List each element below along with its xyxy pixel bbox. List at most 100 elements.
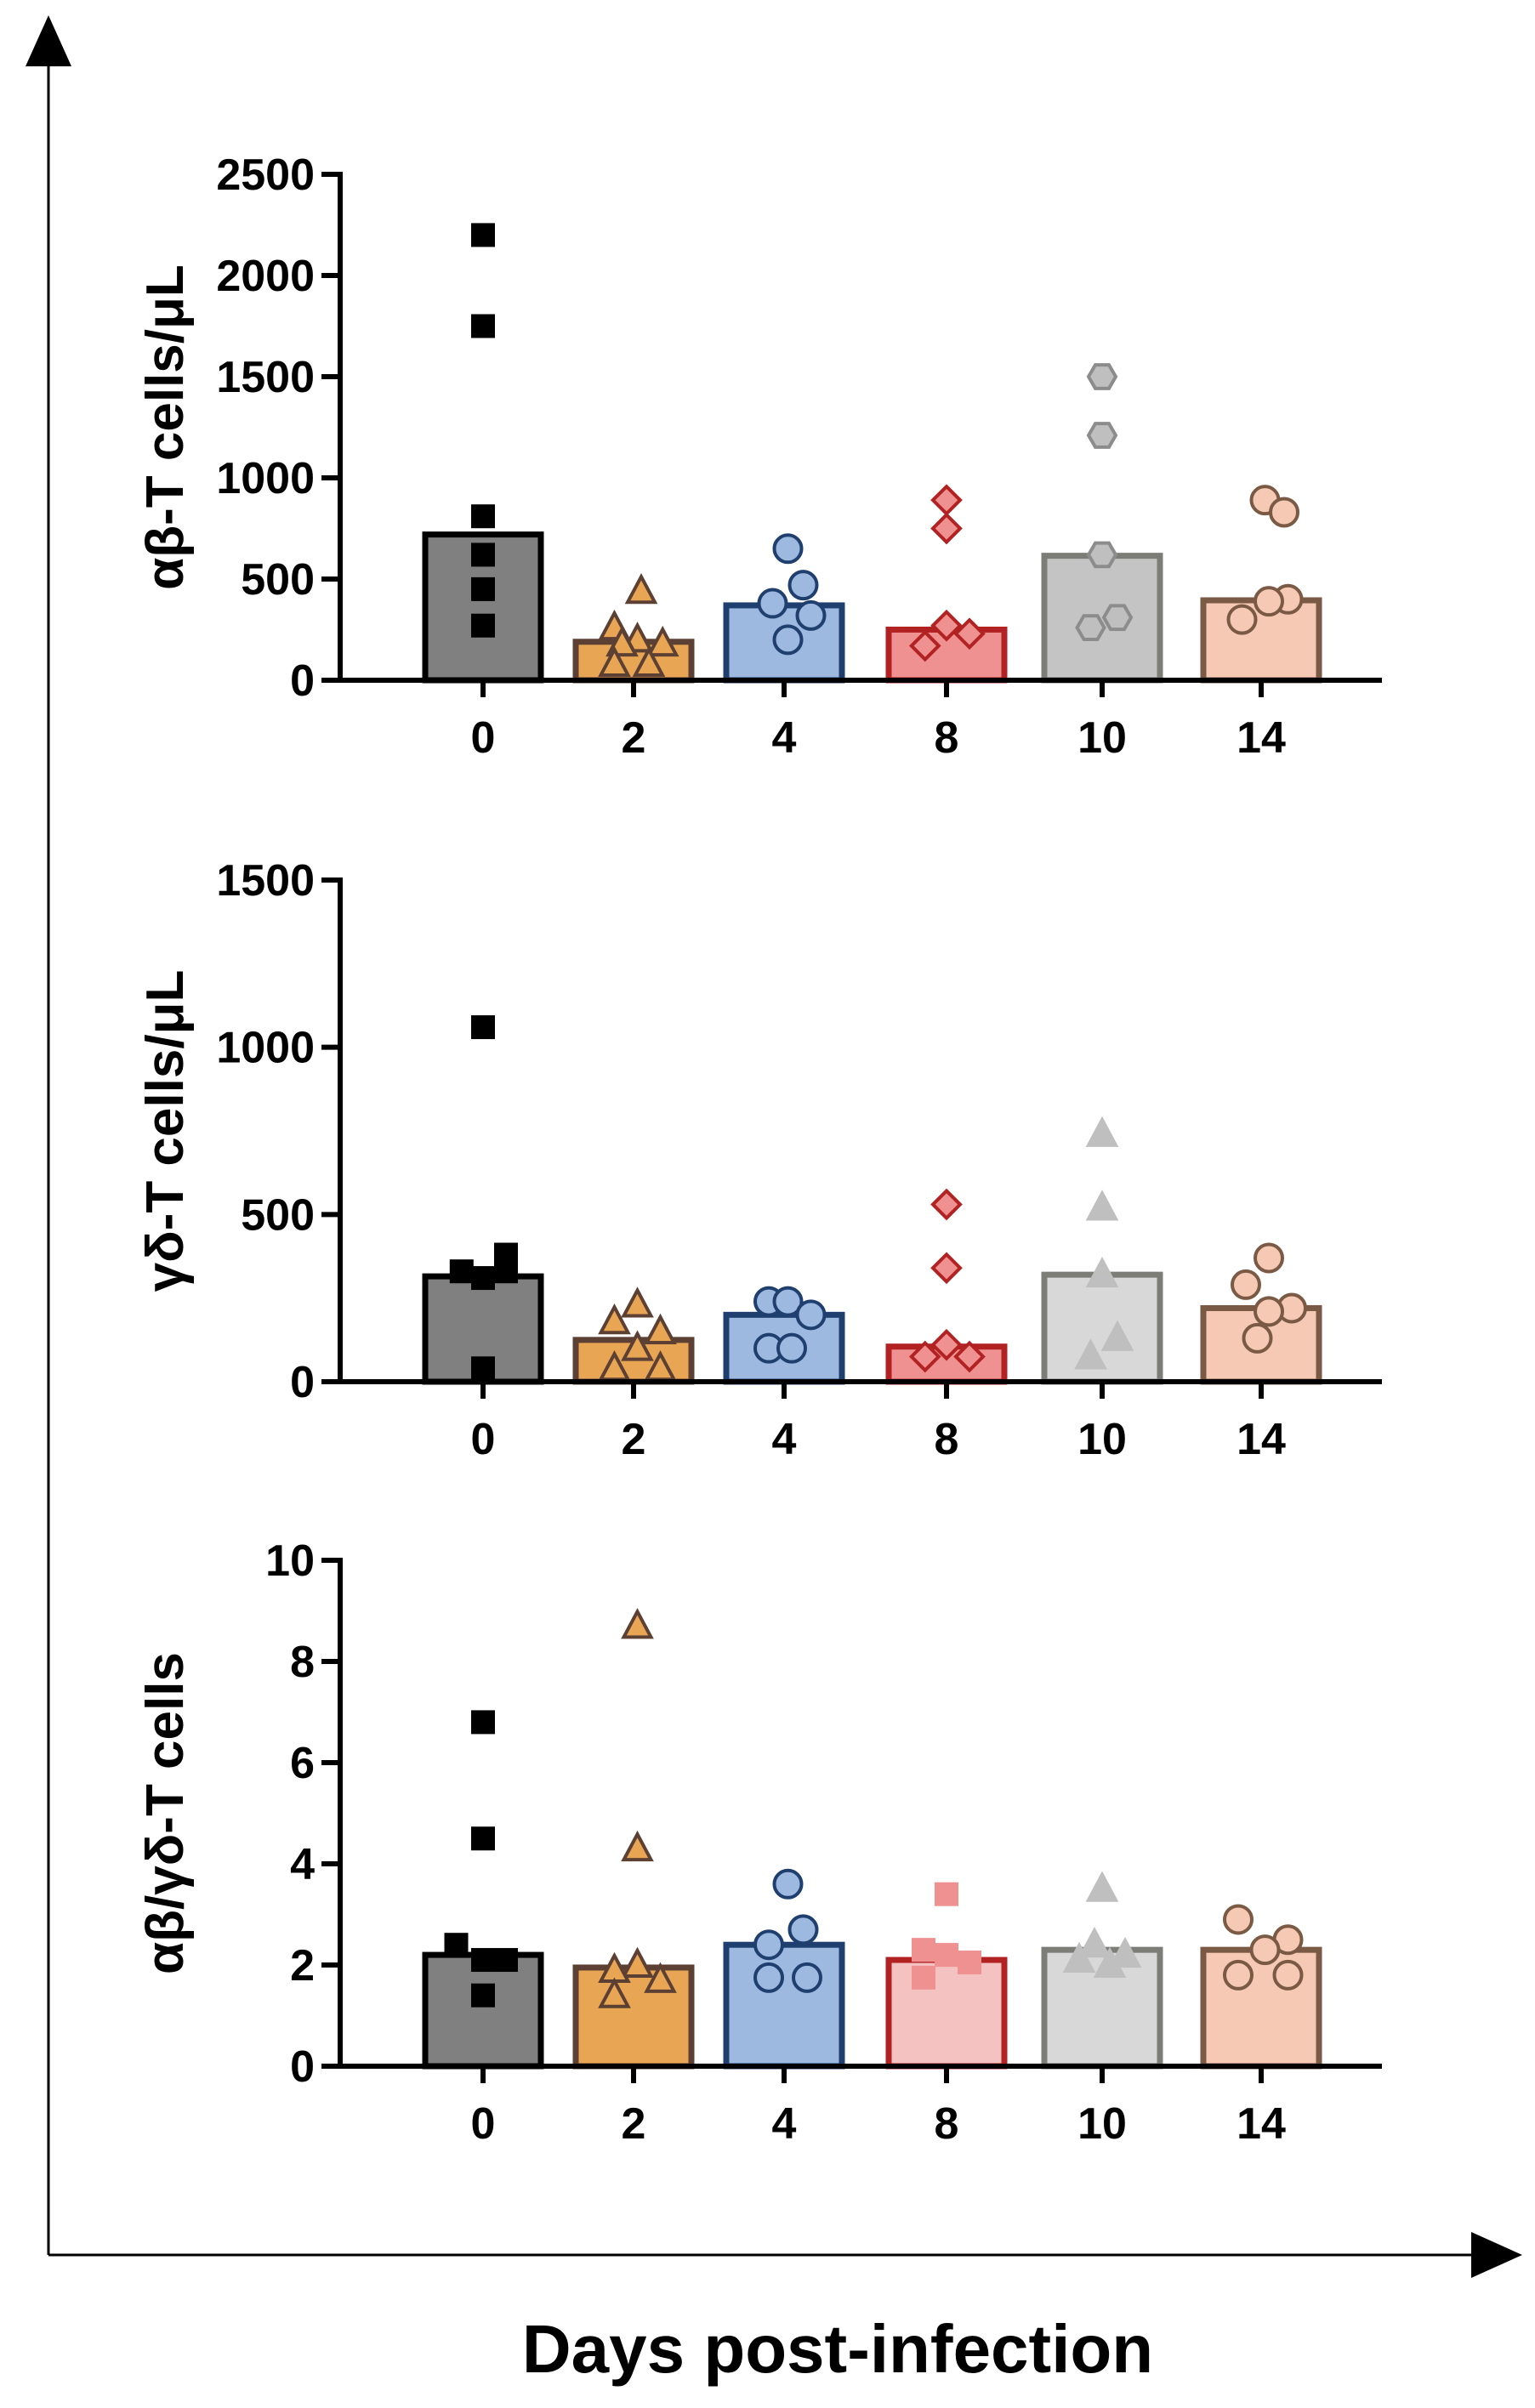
data-point-day-2 xyxy=(621,1286,654,1318)
data-point-day-2 xyxy=(624,573,658,605)
panel-ratio: 0 2 4 6 8 10 0 2 4 8 10 14 αβ/γδ-T cells xyxy=(136,1536,1382,2149)
bar-day-14 xyxy=(1200,597,1322,684)
data-point-day-4 xyxy=(795,1299,827,1331)
y-tick-label: 500 xyxy=(241,1190,315,1240)
outer-axes xyxy=(26,15,1522,2278)
data-point-day-8 xyxy=(908,629,941,662)
y-tick-label: 1000 xyxy=(216,1024,315,1073)
data-point-day-2 xyxy=(598,1977,631,2008)
data-point-day-0 xyxy=(471,613,495,638)
data-point-day-4 xyxy=(772,624,804,656)
y-tick-label: 1000 xyxy=(216,454,315,503)
data-point-day-10 xyxy=(1085,1871,1119,1902)
data-point-day-0 xyxy=(471,1356,495,1381)
panel-alpha-beta: 0 500 1000 1500 2000 2500 0 2 4 8 10 14 αβ-T cells/μ… xyxy=(136,150,1382,763)
x-tick-label: 4 xyxy=(772,713,797,763)
data-point-day-0 xyxy=(494,1948,518,1973)
data-point-day-4 xyxy=(792,1962,822,1993)
data-point-day-4 xyxy=(753,1962,784,1993)
x-tick-label: 4 xyxy=(772,2099,797,2149)
data-point-day-10 xyxy=(1062,1941,1096,1974)
data-point-day-2 xyxy=(632,645,666,677)
y-axis-title: αβ/γδ-T cells xyxy=(136,1652,195,1974)
x-axis-title: Days post-infection xyxy=(522,2311,1153,2387)
data-point-day-2 xyxy=(621,1830,654,1862)
data-point-day-2 xyxy=(621,1946,654,1978)
x-tick-label: 2 xyxy=(622,1415,646,1464)
data-point-day-0 xyxy=(471,576,495,601)
y-tick-label: 0 xyxy=(290,656,315,706)
y-tick-label: 6 xyxy=(290,1739,315,1788)
data-point-day-14 xyxy=(1269,497,1299,528)
data-point-day-8 xyxy=(930,512,963,545)
data-point-day-14 xyxy=(1254,1242,1284,1274)
data-point-day-10 xyxy=(1101,604,1134,632)
data-point-day-4 xyxy=(772,1868,804,1900)
data-point-day-14 xyxy=(1254,586,1284,617)
x-tick-label: 2 xyxy=(622,713,646,763)
data-point-day-14 xyxy=(1272,1959,1304,1991)
bar-day-0 xyxy=(422,1273,544,1385)
data-point-day-0 xyxy=(444,1933,469,1957)
x-tick-label: 10 xyxy=(1077,1415,1127,1464)
y-tick-label: 0 xyxy=(290,1358,315,1407)
data-point-day-4 xyxy=(787,1914,819,1945)
data-point-day-8 xyxy=(912,1938,935,1962)
y-tick-label: 10 xyxy=(265,1536,315,1586)
data-point-day-2 xyxy=(621,1330,654,1361)
data-point-day-4 xyxy=(757,588,788,619)
y-tick-label: 4 xyxy=(290,1840,315,1889)
data-point-day-0 xyxy=(471,1015,495,1040)
data-point-day-4 xyxy=(772,533,804,565)
x-tick-label: 8 xyxy=(935,1415,959,1464)
data-point-day-8 xyxy=(953,617,986,650)
data-point-day-0 xyxy=(471,223,495,247)
data-point-day-10 xyxy=(1077,1926,1111,1958)
x-tick-label: 0 xyxy=(471,2099,496,2149)
data-point-day-2 xyxy=(644,1313,677,1344)
data-point-day-0 xyxy=(471,504,495,529)
y-axis-title: γδ-T cells/μL xyxy=(136,970,195,1292)
data-point-day-8 xyxy=(930,609,963,642)
data-point-day-0 xyxy=(471,1266,495,1291)
data-point-day-0 xyxy=(471,542,495,567)
data-point-day-10 xyxy=(1085,1190,1119,1221)
outer-x-arrow-icon xyxy=(1471,2232,1522,2278)
data-point-day-10 xyxy=(1093,1946,1127,1978)
bar-day-14 xyxy=(1200,1946,1322,2070)
data-point-day-8 xyxy=(935,1943,958,1968)
data-point-day-8 xyxy=(930,484,963,517)
data-point-day-10 xyxy=(1085,1116,1119,1147)
data-point-day-10 xyxy=(1086,422,1118,449)
x-tick-label: 14 xyxy=(1237,2099,1286,2149)
data-point-day-8 xyxy=(930,1188,963,1221)
x-tick-label: 14 xyxy=(1237,1415,1286,1464)
data-point-day-4 xyxy=(772,1286,804,1317)
data-point-day-4 xyxy=(795,599,827,631)
y-tick-label: 2000 xyxy=(216,252,315,301)
data-point-day-0 xyxy=(449,1259,474,1284)
data-point-day-14 xyxy=(1242,1322,1273,1354)
data-point-day-0 xyxy=(471,314,495,338)
x-tick-label: 2 xyxy=(622,2099,646,2149)
y-axis-title: αβ-T cells/μL xyxy=(136,264,195,590)
x-tick-label: 10 xyxy=(1077,713,1127,763)
y-tick-label: 8 xyxy=(290,1638,315,1687)
data-point-day-10 xyxy=(1074,1338,1107,1370)
x-tick-label: 0 xyxy=(471,1415,496,1464)
y-tick-label: 0 xyxy=(290,2042,315,2092)
bar-day-10 xyxy=(1041,553,1163,684)
data-point-day-0 xyxy=(494,1259,518,1284)
data-point-day-0 xyxy=(471,1948,495,1973)
data-point-day-2 xyxy=(644,1962,677,1993)
x-tick-label: 8 xyxy=(935,713,959,763)
data-point-day-4 xyxy=(753,1929,784,1961)
data-point-day-0 xyxy=(471,1710,495,1735)
y-tick-label: 500 xyxy=(241,555,315,605)
data-point-day-10 xyxy=(1108,1936,1142,1968)
y-tick-label: 2500 xyxy=(216,150,315,200)
data-point-day-10 xyxy=(1086,541,1118,569)
data-point-day-14 xyxy=(1223,1959,1254,1991)
data-point-day-8 xyxy=(953,1340,986,1373)
x-tick-label: 8 xyxy=(935,2099,959,2149)
